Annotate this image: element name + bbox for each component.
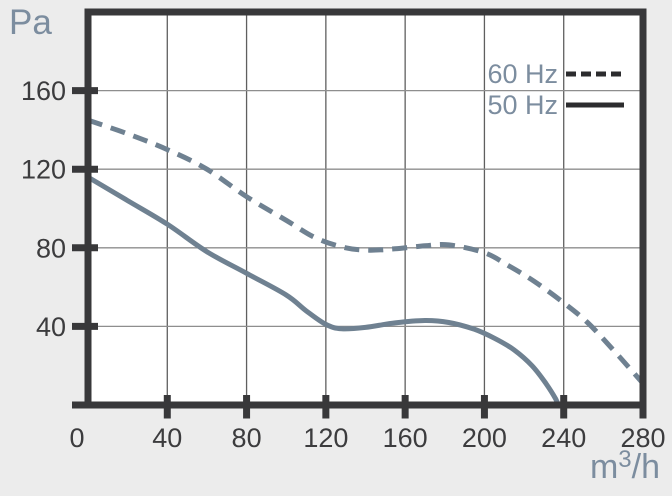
axis-tick-labels: 0 40 80 120 160 200 240 280 40 80 120 160: [21, 76, 666, 453]
x-tick-label-80: 80: [232, 423, 262, 453]
x-tick-label-200: 200: [462, 423, 507, 453]
x-unit-base: m: [589, 448, 619, 486]
x-tick-label-0: 0: [69, 423, 84, 453]
plot-background: [88, 12, 643, 405]
plot-border: [84, 8, 647, 409]
y-tick-label-80: 80: [36, 233, 66, 263]
legend: 60 Hz 50 Hz: [487, 59, 624, 120]
x-tick-label-120: 120: [303, 423, 348, 453]
y-axis-unit-label: Pa: [9, 3, 52, 42]
x-axis-unit-label: m3/h: [589, 446, 660, 486]
y-tick-label-120: 120: [21, 155, 66, 185]
legend-line-samples: [566, 71, 624, 108]
axis-ticks: [72, 87, 647, 419]
legend-label-60hz: 60 Hz: [487, 59, 558, 89]
x-unit-rest: /h: [631, 448, 660, 486]
x-tick-label-40: 40: [152, 423, 182, 453]
y-tick-label-160: 160: [21, 76, 66, 106]
x-tick-label-280: 280: [620, 423, 665, 453]
x-unit-superscript: 3: [618, 446, 632, 473]
curve-50hz: [88, 174, 561, 405]
x-tick-label-160: 160: [383, 423, 428, 453]
gridlines: [88, 12, 643, 405]
y-tick-label-40: 40: [36, 312, 66, 342]
curve-60hz: [88, 117, 643, 386]
curves: [88, 117, 643, 405]
legend-label-50hz: 50 Hz: [487, 90, 558, 120]
x-tick-label-240: 240: [541, 423, 586, 453]
